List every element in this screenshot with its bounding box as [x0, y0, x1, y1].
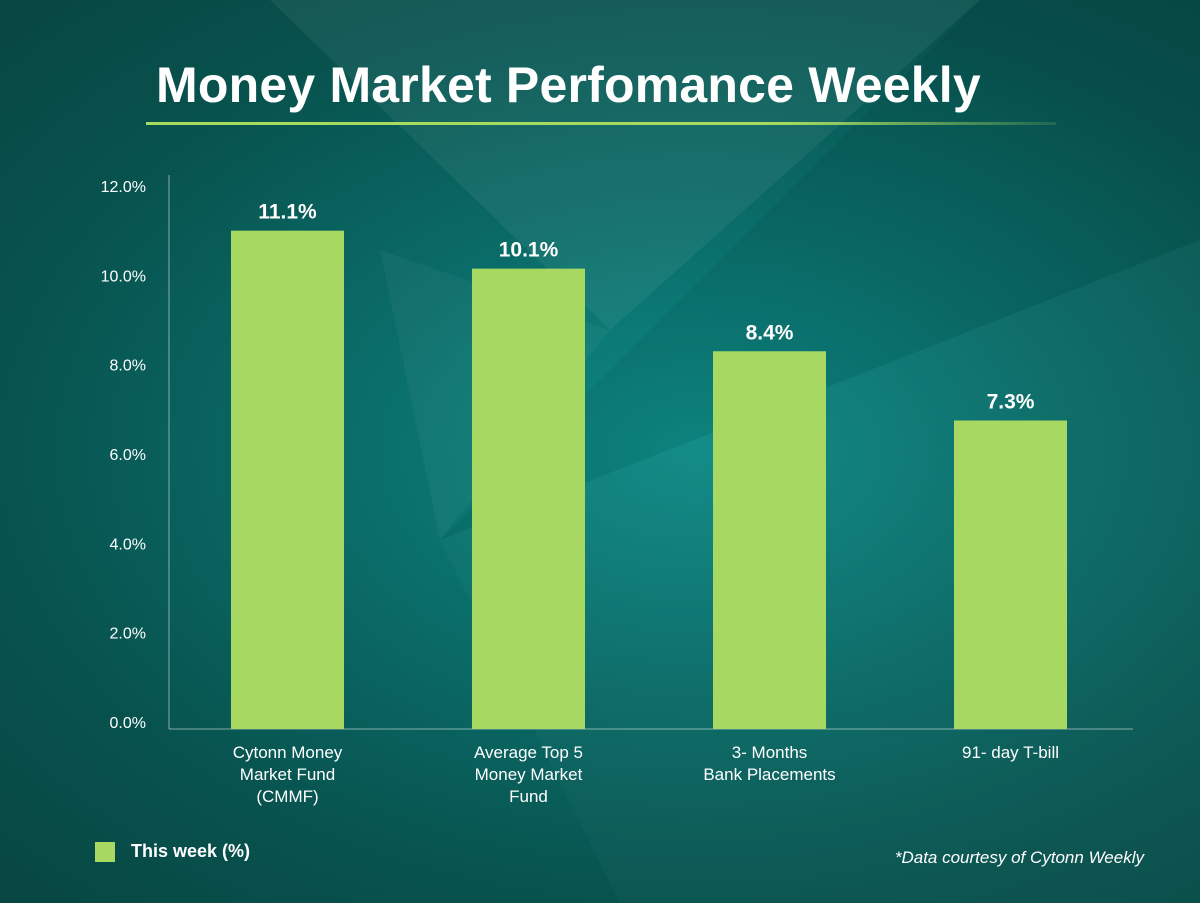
- x-category-label: 3- Months Bank Placements: [703, 743, 835, 784]
- data-credit: *Data courtesy of Cytonn Weekly: [894, 848, 1144, 867]
- y-tick-label: 6.0%: [110, 447, 146, 464]
- bar: [713, 351, 826, 729]
- bar: [472, 268, 585, 729]
- y-tick-label: 2.0%: [110, 626, 146, 643]
- y-tick-label: 10.0%: [101, 268, 146, 285]
- y-tick-label: 4.0%: [110, 536, 146, 553]
- legend-label: This week (%): [131, 841, 251, 861]
- bar-value-label: 11.1%: [258, 201, 317, 224]
- bar-value-label: 8.4%: [746, 321, 794, 344]
- legend: This week (%): [95, 841, 250, 862]
- x-category-label: 91- day T-bill: [962, 743, 1059, 762]
- title-underline: [146, 122, 1056, 125]
- x-axis-labels: Cytonn Money Market Fund (CMMF) Average Top…: [233, 743, 1059, 806]
- y-tick-label: 0.0%: [110, 715, 146, 732]
- bar-value-label: 7.3%: [987, 391, 1035, 414]
- y-axis-ticks: 0.0% 2.0% 4.0% 6.0% 8.0% 10.0% 12.0%: [101, 179, 146, 732]
- bar-value-label: 10.1%: [499, 239, 559, 262]
- x-category-label: Cytonn Money Market Fund (CMMF): [233, 743, 343, 806]
- value-labels: 11.1% 10.1% 8.4% 7.3%: [258, 201, 1034, 414]
- legend-swatch: [95, 841, 115, 862]
- page-title: Money Market Perfomance Weekly: [156, 57, 981, 113]
- y-tick-label: 12.0%: [101, 179, 146, 196]
- bar: [954, 420, 1067, 729]
- bars: [231, 230, 1067, 729]
- x-category-label: Average Top 5 Money Market Fund: [474, 743, 583, 806]
- bar: [231, 230, 344, 729]
- y-tick-label: 8.0%: [110, 358, 146, 375]
